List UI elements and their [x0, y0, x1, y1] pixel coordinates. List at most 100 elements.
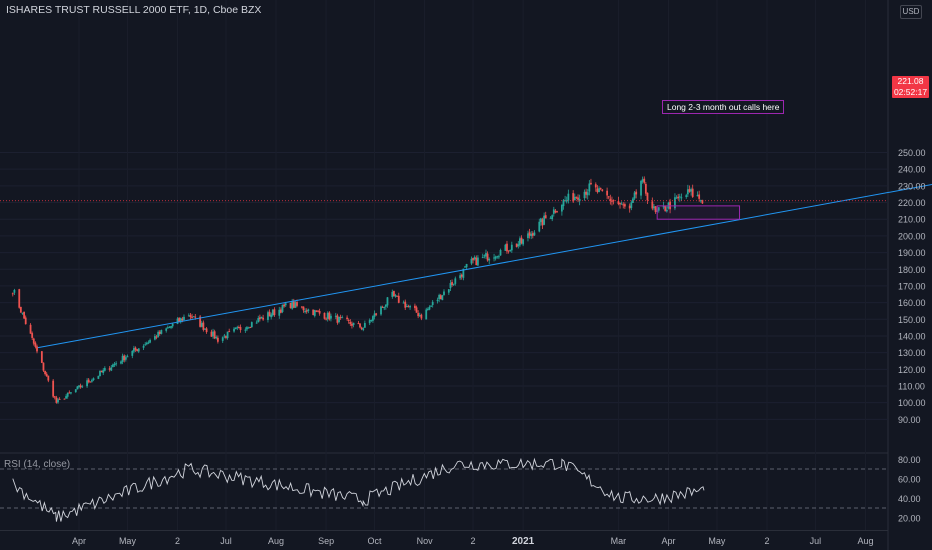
candle-body [417, 313, 420, 317]
candle-body [137, 348, 140, 352]
candle-body [124, 357, 127, 360]
time-tick-label: 2 [764, 536, 769, 546]
candle-body [686, 189, 689, 195]
candle-body [126, 356, 129, 358]
candle-body [108, 368, 111, 370]
candle-body [404, 301, 407, 308]
time-tick-label: Jul [220, 536, 232, 546]
candle-body [538, 221, 541, 232]
time-tick-label: May [119, 536, 137, 546]
candle-body [384, 304, 387, 307]
candle-body [509, 249, 512, 251]
candle-body [460, 274, 463, 277]
candle-body [178, 317, 181, 322]
candle-body [279, 309, 282, 313]
candle-body [560, 205, 563, 212]
candle-body [598, 188, 600, 193]
candle-body [328, 312, 331, 320]
candle-body [407, 306, 410, 308]
candle-body [630, 202, 633, 208]
candle-body [623, 204, 626, 207]
candle-body [225, 336, 227, 338]
candle-body [315, 310, 318, 312]
rsi-tick-label: 40.00 [898, 494, 921, 504]
candle-body [200, 323, 203, 327]
candle-body [212, 331, 214, 337]
candle-body [131, 350, 134, 356]
candle-body [134, 347, 137, 350]
candle-body [81, 386, 84, 388]
candle-body [506, 243, 508, 252]
candle-body [664, 206, 667, 212]
candle-body [549, 217, 552, 219]
candle-body [380, 306, 382, 315]
candle-body [58, 398, 61, 400]
rsi-label[interactable]: RSI (14, close) [4, 459, 71, 470]
candle-body [244, 329, 247, 331]
candle-body [520, 237, 523, 244]
candle-body [518, 238, 521, 246]
candle-body [441, 295, 444, 301]
candle-body [481, 257, 484, 259]
candle-body [210, 331, 213, 337]
candle-body [19, 306, 22, 313]
candle-body [160, 330, 163, 334]
candle-body [447, 289, 450, 293]
candle-body [267, 312, 269, 320]
last-price-tag: 221.08 02:52:17 [892, 76, 929, 98]
candle-body [425, 309, 428, 320]
candle-body [237, 327, 240, 329]
trendline[interactable] [37, 181, 932, 349]
currency-badge[interactable]: USD [900, 5, 922, 19]
candle-body [215, 336, 218, 339]
candle-body [341, 317, 344, 319]
candle-body [483, 255, 486, 257]
candle-body [147, 342, 150, 344]
price-tick-label: 220.00 [898, 198, 926, 208]
candle-body [701, 199, 704, 204]
candle-body [313, 309, 316, 316]
candle-body [40, 351, 43, 363]
candle-body [544, 215, 547, 219]
candle-body [486, 253, 489, 261]
candle-body [213, 331, 216, 339]
candle-body [79, 385, 82, 388]
candle-body [428, 306, 431, 310]
candle-body [78, 385, 80, 388]
candle-body [554, 210, 557, 213]
candle-body [698, 194, 701, 199]
candle-body [685, 195, 688, 197]
candle-body [651, 201, 654, 209]
candle-body [381, 306, 384, 308]
candle-body [465, 263, 468, 268]
candle-body [357, 323, 360, 325]
candle-body [330, 315, 332, 319]
candle-body [622, 204, 625, 206]
candle-body [278, 309, 281, 316]
candle-body [632, 198, 634, 203]
candle-body [65, 396, 67, 399]
candle-body [564, 200, 567, 202]
candle-body [578, 198, 581, 202]
candle-body [609, 198, 612, 201]
annotation-box[interactable] [656, 205, 741, 220]
price-tick-label: 180.00 [898, 265, 926, 275]
candle-body [531, 233, 534, 236]
candle-body [449, 283, 452, 289]
candle-body [620, 203, 623, 205]
candle-body [363, 323, 366, 328]
candle-body [233, 328, 235, 332]
candle-body [166, 327, 169, 329]
candle-body [257, 318, 260, 323]
time-tick-label: Aug [268, 536, 284, 546]
last-price-value: 221.08 [897, 76, 924, 86]
rsi-panel [0, 457, 888, 522]
candle-body [641, 179, 644, 182]
candle-body [633, 192, 636, 199]
candle-body [55, 397, 58, 403]
annotation-note[interactable]: Long 2-3 month out calls here [662, 100, 785, 114]
price-tick-label: 90.00 [898, 415, 921, 425]
candle-body [596, 188, 599, 193]
price-tick-label: 120.00 [898, 365, 926, 375]
